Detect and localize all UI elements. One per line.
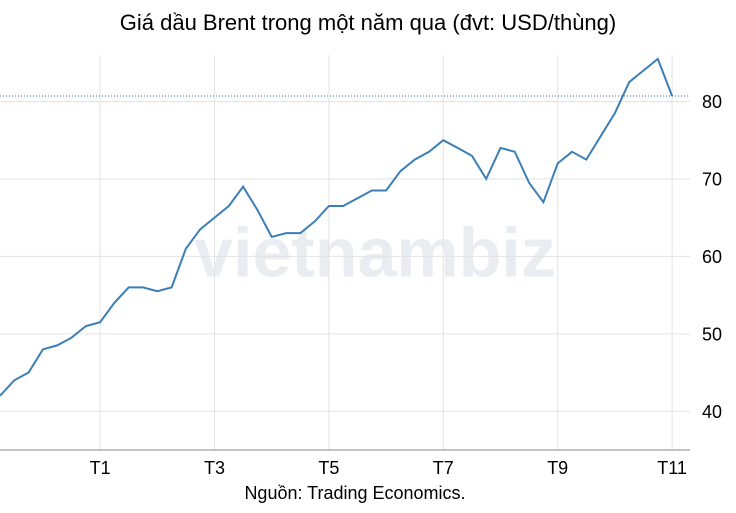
x-tick-label: T9 (547, 458, 568, 478)
y-tick-label: 40 (702, 402, 722, 422)
y-tick-label: 60 (702, 247, 722, 267)
x-tick-label: T11 (657, 458, 687, 478)
source: Nguồn: Trading Economics. (244, 483, 465, 503)
chart-title: Giá dầu Brent trong một năm qua (đvt: US… (120, 10, 616, 35)
line (0, 57, 674, 397)
x-tick-label: T3 (204, 458, 225, 478)
y-tick-label: 50 (702, 325, 722, 345)
x-tick-label: T7 (433, 458, 454, 478)
x-tick-label: T5 (318, 458, 339, 478)
x-tick-label: T1 (90, 458, 111, 478)
y-tick-label: 70 (702, 170, 722, 190)
y-tick-label: 80 (702, 92, 722, 112)
watermark: vietnambiz (194, 213, 556, 291)
